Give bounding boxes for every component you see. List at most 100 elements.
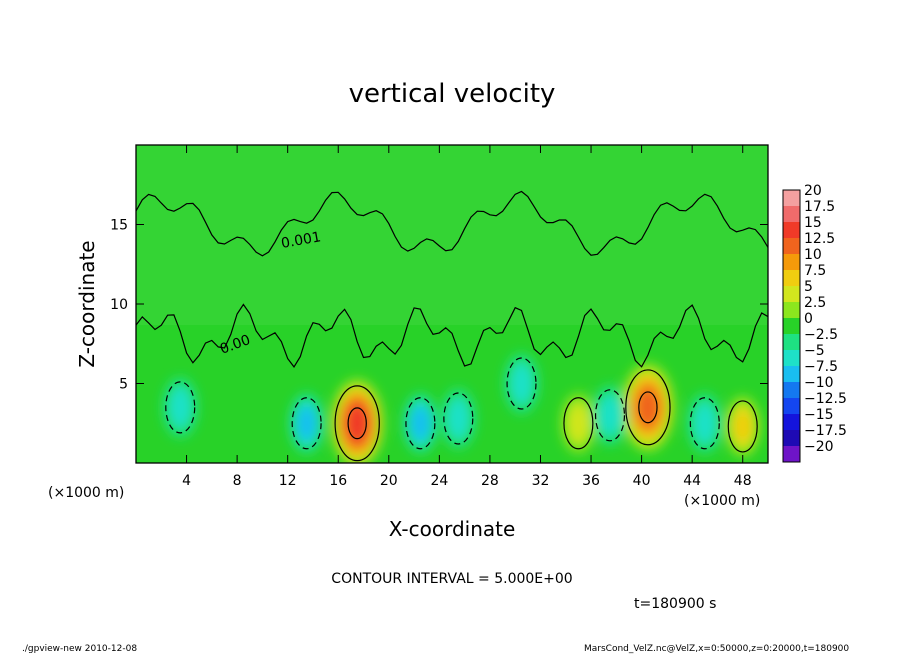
zero-contour bbox=[136, 303, 768, 368]
contour-line bbox=[563, 397, 594, 450]
contour-line bbox=[334, 385, 380, 462]
colorbar-label: 12.5 bbox=[804, 231, 835, 247]
colorbar: 2017.51512.5107.552.50−2.5−5−7.5−10−12.5… bbox=[782, 183, 847, 463]
colorbar-swatch bbox=[783, 286, 800, 303]
feature-3 bbox=[561, 393, 596, 454]
feature-5 bbox=[403, 393, 438, 454]
feature-level bbox=[693, 403, 717, 444]
feature-level bbox=[297, 406, 317, 441]
colorbar-label: −12.5 bbox=[804, 391, 847, 407]
feature-level bbox=[168, 387, 192, 428]
feature-level bbox=[410, 406, 431, 441]
colorbar-swatch bbox=[783, 334, 800, 351]
y-axis-label: Z-coordinate bbox=[75, 240, 99, 367]
colorbar-label: 5 bbox=[804, 279, 813, 295]
footer-right: MarsCond_VelZ.nc@VelZ,x=0:50000,z=0:2000… bbox=[584, 644, 849, 654]
feature-level bbox=[566, 403, 590, 444]
colorbar-label: −2.5 bbox=[804, 327, 838, 343]
x-tick-label: 16 bbox=[329, 473, 347, 489]
colorbar-label: −20 bbox=[804, 439, 834, 455]
feature-level bbox=[345, 403, 370, 444]
colorbar-label: 17.5 bbox=[804, 199, 835, 215]
feature-6 bbox=[441, 388, 476, 449]
x-tick-label: 24 bbox=[430, 473, 448, 489]
contour-interval: CONTOUR INTERVAL = 5.000E+00 bbox=[331, 571, 572, 587]
colorbar-swatch bbox=[783, 366, 800, 383]
colorbar-swatch bbox=[783, 302, 800, 319]
feature-0 bbox=[331, 379, 384, 463]
feature-9 bbox=[504, 353, 539, 414]
colorbar-label: −15 bbox=[804, 407, 834, 423]
colorbar-label: 15 bbox=[804, 215, 822, 231]
feature-1 bbox=[621, 363, 674, 452]
y-tick-label: 15 bbox=[110, 218, 128, 234]
feature-level bbox=[510, 363, 533, 404]
colorbar-swatch bbox=[783, 350, 800, 367]
time-label: t=180900 s bbox=[634, 596, 716, 612]
contour-label-1: 0.001 bbox=[280, 229, 322, 252]
feature-level bbox=[733, 409, 753, 444]
colorbar-label: −17.5 bbox=[804, 423, 847, 439]
feature-level bbox=[598, 395, 622, 436]
contour-line bbox=[405, 397, 436, 450]
feature-level bbox=[446, 398, 470, 439]
x-tick-label: 12 bbox=[279, 473, 297, 489]
contour-line-inner bbox=[347, 407, 367, 440]
x-tick-label: 36 bbox=[582, 473, 600, 489]
contour-line bbox=[689, 397, 720, 450]
colorbar-swatch bbox=[783, 238, 800, 255]
feature-8 bbox=[593, 385, 627, 446]
feature-10 bbox=[687, 393, 722, 454]
x-tick-label: 8 bbox=[233, 473, 242, 489]
colorbar-label: −10 bbox=[804, 375, 834, 391]
colorbar-swatch bbox=[783, 446, 800, 463]
colorbar-label: 2.5 bbox=[804, 295, 826, 311]
x-tick-label: 48 bbox=[734, 473, 752, 489]
contour-line bbox=[291, 397, 322, 450]
colorbar-swatch bbox=[783, 206, 800, 223]
colorbar-swatch bbox=[783, 398, 800, 415]
contour-line-inner bbox=[638, 391, 658, 424]
footer-left: ./gpview-new 2010-12-08 bbox=[22, 644, 137, 654]
colorbar-label: 20 bbox=[804, 183, 822, 199]
colorbar-label: −5 bbox=[804, 343, 825, 359]
x-tick-label: 28 bbox=[481, 473, 499, 489]
contour-line bbox=[625, 369, 671, 446]
colorbar-label: 10 bbox=[804, 247, 822, 263]
upper-contour bbox=[136, 190, 768, 257]
contour-line bbox=[443, 392, 474, 445]
chart-title: vertical velocity bbox=[349, 79, 556, 109]
x-tick-label: 32 bbox=[532, 473, 550, 489]
colorbar-swatch bbox=[783, 430, 800, 447]
colorbar-swatch bbox=[783, 318, 800, 335]
x-tick-label: 44 bbox=[683, 473, 701, 489]
colorbar-label: 7.5 bbox=[804, 263, 826, 279]
contour-line bbox=[165, 381, 196, 434]
feature-2 bbox=[725, 396, 760, 457]
colorbar-label: −7.5 bbox=[804, 359, 838, 375]
x-tick-label: 20 bbox=[380, 473, 398, 489]
x-axis-label: X-coordinate bbox=[389, 517, 516, 541]
y-tick-label: 10 bbox=[110, 297, 128, 313]
upper-field bbox=[136, 145, 768, 325]
x-unit-left: (×1000 m) bbox=[48, 485, 124, 501]
contour-line bbox=[727, 400, 758, 453]
x-tick-label: 40 bbox=[633, 473, 651, 489]
colorbar-label: 0 bbox=[804, 311, 813, 327]
colorbar-swatch bbox=[783, 382, 800, 399]
x-tick-label: 4 bbox=[182, 473, 191, 489]
colorbar-frame bbox=[782, 189, 801, 463]
colorbar-swatch bbox=[783, 270, 800, 287]
colorbar-swatch bbox=[783, 254, 800, 271]
colorbar-swatch bbox=[783, 222, 800, 239]
colorbar-swatch bbox=[783, 414, 800, 431]
x-unit-right: (×1000 m) bbox=[684, 493, 760, 509]
colorbar-swatch bbox=[783, 190, 800, 207]
feature-4 bbox=[289, 393, 324, 454]
feature-7 bbox=[163, 377, 198, 438]
contour-line bbox=[594, 389, 626, 442]
y-tick-label: 5 bbox=[119, 377, 128, 393]
contour-line bbox=[506, 357, 537, 410]
